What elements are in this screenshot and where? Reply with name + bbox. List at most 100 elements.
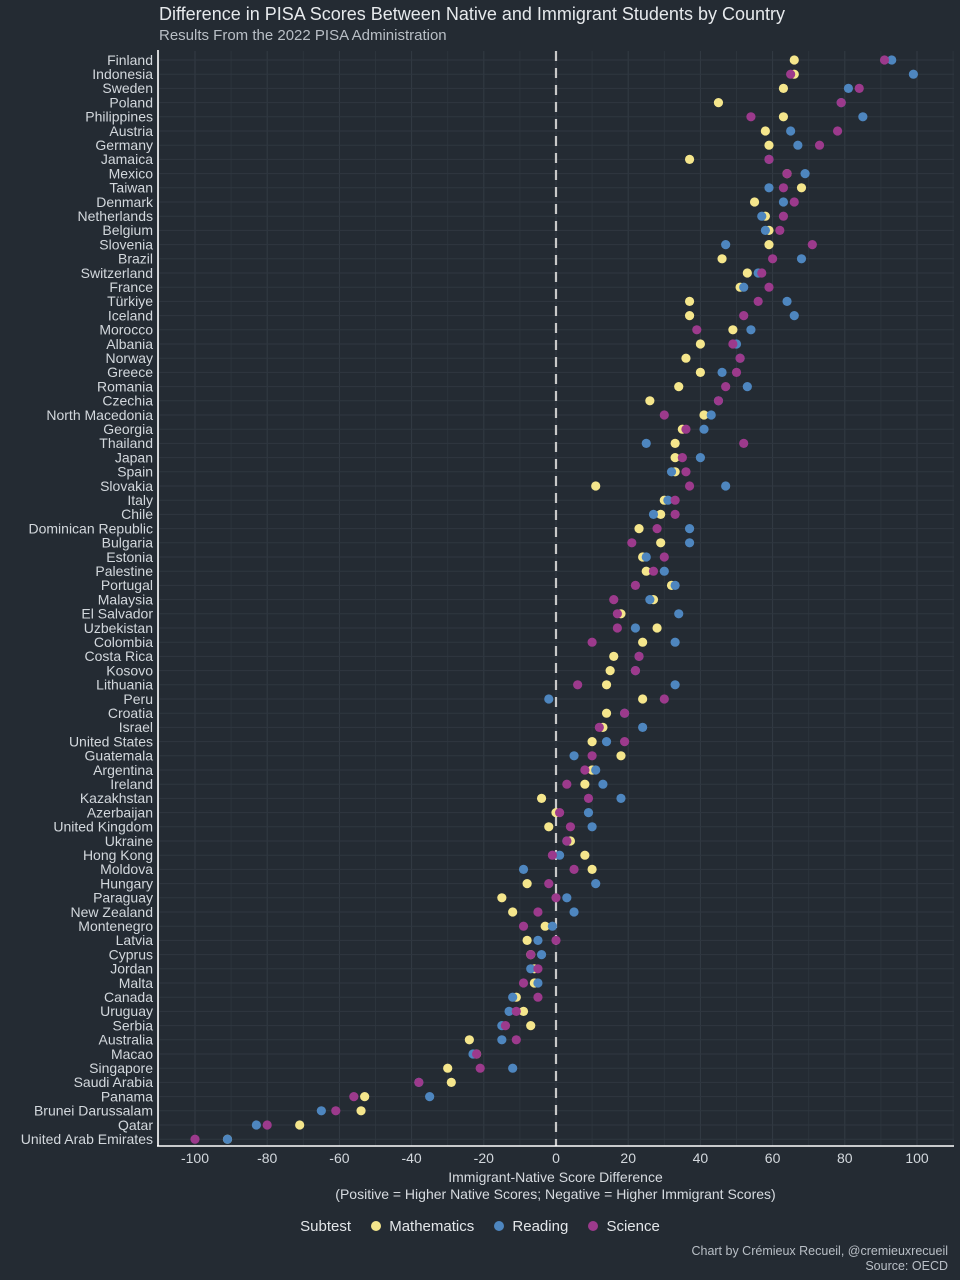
y-tick-label: Latvia <box>116 932 154 948</box>
point-reading-slovenia <box>721 240 731 250</box>
y-tick-label: Philippines <box>85 109 153 125</box>
point-science-kazakhstan <box>583 793 594 804</box>
point-reading-united-arab-emirates <box>222 1134 233 1144</box>
point-science-ukraine <box>562 836 572 846</box>
point-science-finland <box>879 55 890 65</box>
point-science-canada <box>533 992 543 1002</box>
point-mathematics-hong-kong <box>580 850 590 860</box>
y-tick-label: United Kingdom <box>53 819 153 835</box>
point-mathematics-costa-rica <box>609 651 619 662</box>
point-mathematics-uruguay <box>518 1006 529 1017</box>
point-reading-denmark <box>778 197 789 207</box>
x-axis-label-line1: Immigrant-Native Score Difference <box>448 1169 663 1185</box>
point-reading-argentina <box>591 765 601 775</box>
point-reading-brunei-darussalam <box>316 1106 326 1116</box>
point-mathematics-lithuania <box>601 680 612 690</box>
y-tick-label: Kosovo <box>106 662 153 678</box>
point-reading-france <box>739 282 749 292</box>
point-reading-italy <box>663 495 673 505</box>
y-tick-label: Uruguay <box>100 1003 153 1019</box>
x-tick-label: -40 <box>401 1150 421 1166</box>
point-mathematics-panama <box>360 1092 370 1102</box>
point-science-belgium <box>775 225 785 235</box>
y-tick-label: Poland <box>109 94 153 110</box>
y-tick-label: Ireland <box>110 776 153 792</box>
point-science-t-rkiye <box>753 296 763 306</box>
point-science-denmark <box>789 197 799 207</box>
point-mathematics-australia <box>464 1035 474 1045</box>
point-science-croatia <box>619 708 630 718</box>
point-mathematics-peru <box>638 694 648 704</box>
point-science-kosovo <box>630 666 641 676</box>
y-tick-label: Malta <box>119 975 153 991</box>
point-science-slovenia <box>807 240 817 250</box>
point-science-dominican-republic <box>652 524 662 534</box>
point-science-japan <box>677 453 687 463</box>
point-science-paraguay <box>551 893 561 903</box>
point-mathematics-montenegro <box>540 921 550 931</box>
x-tick-label: 80 <box>837 1150 853 1166</box>
y-tick-label: Czechia <box>102 393 153 409</box>
point-mathematics-poland <box>713 98 724 108</box>
point-science-uzbekistan <box>612 623 622 633</box>
point-mathematics-united-states <box>587 737 597 747</box>
y-tick-label: New Zealand <box>71 904 154 920</box>
point-mathematics-brunei-darussalam <box>356 1106 366 1116</box>
point-mathematics-slovakia <box>591 481 601 491</box>
point-mathematics-iceland <box>684 311 695 321</box>
y-tick-label: Croatia <box>108 705 153 721</box>
y-tick-label: Azerbaijan <box>87 804 153 820</box>
point-reading-jordan <box>526 964 536 974</box>
point-mathematics-hungary <box>522 879 532 889</box>
point-science-taiwan <box>778 183 789 193</box>
point-reading-austria <box>786 126 796 136</box>
y-tick-label: Montenegro <box>78 918 153 934</box>
point-mathematics-ireland <box>580 779 590 789</box>
y-tick-label: Palestine <box>95 563 153 579</box>
point-mathematics-japan <box>670 453 680 463</box>
point-science-uruguay <box>511 1006 521 1017</box>
y-tick-label: Mexico <box>109 165 154 181</box>
point-science-costa-rica <box>634 651 644 662</box>
point-mathematics-albania <box>695 339 706 349</box>
point-science-malta <box>518 978 529 988</box>
x-tick-label: 40 <box>693 1150 709 1166</box>
point-science-serbia <box>500 1021 511 1031</box>
point-reading-malaysia <box>645 595 655 605</box>
y-tick-label: Norway <box>106 350 153 366</box>
point-science-malaysia <box>609 595 619 605</box>
point-science-argentina <box>580 765 590 775</box>
y-tick-label: Finland <box>107 52 153 68</box>
point-science-hong-kong <box>547 850 557 860</box>
y-tick-label: Dominican Republic <box>28 520 153 536</box>
point-reading-cyprus <box>536 950 547 960</box>
point-reading-romania <box>742 382 752 392</box>
y-tick-label: Canada <box>104 989 153 1005</box>
point-science-spain <box>681 467 691 477</box>
point-science-france <box>764 282 774 292</box>
point-reading-greece <box>717 367 727 377</box>
y-tick-label: Romania <box>97 378 153 394</box>
y-tick-label: Slovenia <box>99 236 153 252</box>
point-mathematics-czechia <box>645 396 655 406</box>
x-tick-label: -20 <box>474 1150 494 1166</box>
y-tick-label: Morocco <box>99 322 153 338</box>
credit: Chart by Crémieux Recueil, @cremieuxrecu… <box>691 1244 948 1274</box>
y-tick-label: Australia <box>99 1032 154 1048</box>
point-mathematics-colombia <box>638 637 648 647</box>
point-science-ireland <box>562 779 572 789</box>
point-science-switzerland <box>757 268 767 278</box>
y-tick-label: Ukraine <box>105 833 153 849</box>
y-tick-label: Italy <box>127 492 153 508</box>
point-reading-finland <box>887 55 897 65</box>
point-mathematics-thailand <box>670 438 680 448</box>
point-science-cyprus <box>526 950 536 960</box>
y-tick-label: Taiwan <box>109 180 153 196</box>
point-science-indonesia <box>786 69 796 79</box>
point-mathematics-latvia <box>522 935 532 946</box>
x-tick-label: 0 <box>552 1150 560 1166</box>
point-science-peru <box>659 694 669 704</box>
point-science-georgia <box>681 424 691 434</box>
point-reading-united-states <box>601 737 612 747</box>
